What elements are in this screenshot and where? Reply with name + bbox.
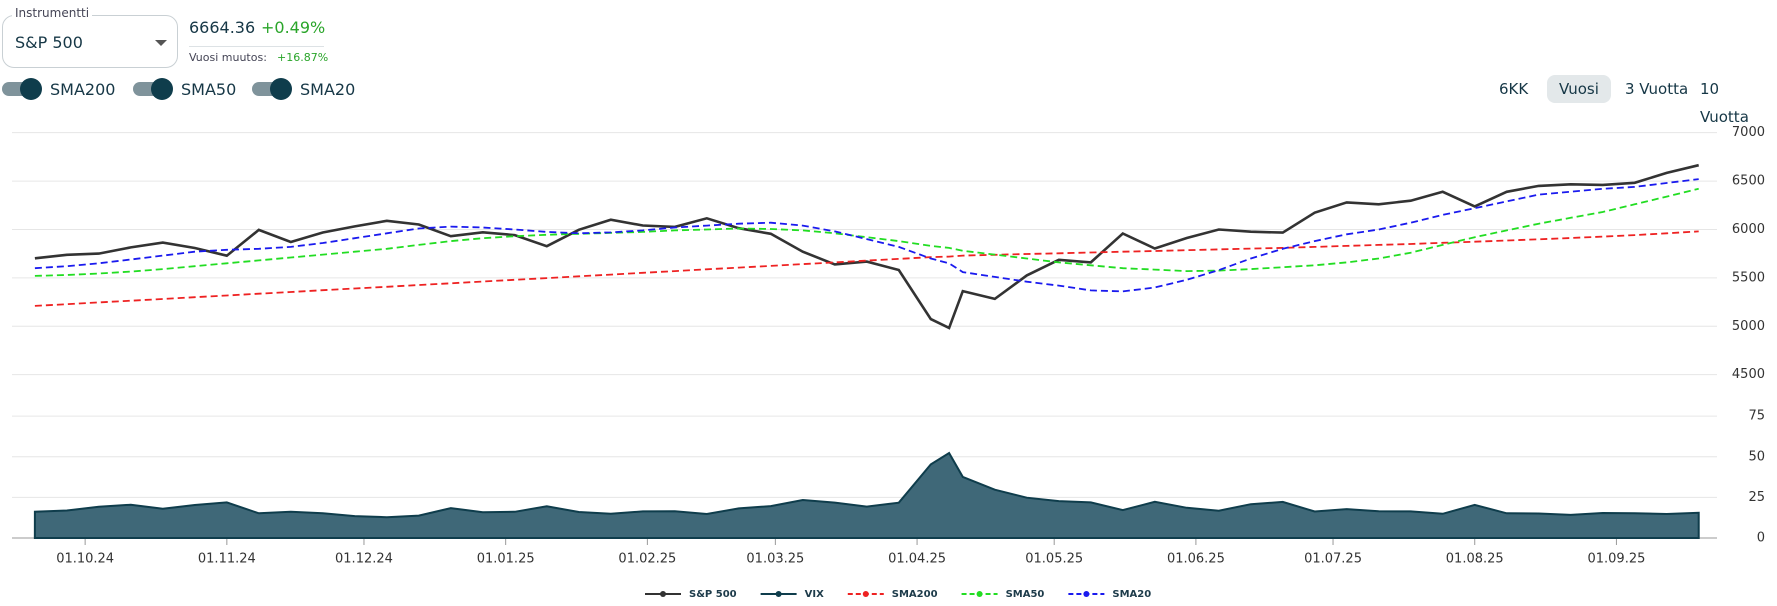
switch[interactable] [133,78,173,100]
y-tick-label: 6500 [1732,174,1765,189]
legend-marker [775,591,782,597]
switch[interactable] [252,78,292,100]
legend-label: SMA50 [1006,589,1045,600]
x-tick-label: 01.11.24 [198,552,256,567]
line [34,163,1700,330]
x-tick-label: 01.12.24 [335,552,393,567]
legend-label: SMA20 [1112,589,1151,600]
toggle[interactable]: SMA50 [133,78,236,100]
divider [189,46,324,47]
dropdown-caret[interactable] [155,40,167,46]
toggle-label: SMA50 [181,79,237,99]
knob [20,78,42,100]
x-tick-label: 01.03.25 [746,552,804,567]
y-tick-label: 5000 [1732,319,1765,334]
y-tick-label: 25 [1748,490,1765,505]
range-button[interactable]: 10 Vuotta [1700,80,1749,126]
legend-marker [660,591,666,597]
x-tick-label: 01.06.25 [1167,552,1225,567]
y-tick-label: 75 [1748,409,1765,424]
legend-label: SMA200 [892,589,938,600]
dropdown-value[interactable]: S&P 500 [15,33,83,52]
price: 6664.36 [189,18,256,37]
x-tick-label: 01.04.25 [888,552,946,567]
x-tick-label: 01.08.25 [1446,552,1504,567]
line [34,230,1699,307]
range-button[interactable]: 6KK [1499,80,1529,98]
switch[interactable] [2,78,42,100]
legend-label: VIX [805,589,824,600]
toggle[interactable]: SMA20 [252,78,355,100]
year-change: +16.87% [277,51,329,64]
toggle[interactable]: SMA200 [2,78,115,100]
range-button[interactable]: 3 Vuotta [1625,80,1689,98]
dropdown-label: Instrumentti [12,6,93,20]
change: +0.49% [261,18,326,37]
range-button[interactable]: Vuosi [1547,75,1611,103]
legend-label: S&P 500 [689,589,737,600]
knob [151,78,173,100]
y-tick-label: 7000 [1732,125,1765,140]
knob [270,78,292,100]
area [33,451,1700,539]
y-tick-label: 50 [1748,449,1765,464]
x-tick-label: 01.09.25 [1587,552,1645,567]
x-tick-label: 01.01.25 [477,552,535,567]
toggle-label: SMA20 [300,79,356,99]
legend-marker [1083,591,1090,597]
x-tick-label: 01.10.24 [56,552,114,567]
legend-marker [976,591,983,597]
toggle-label: SMA200 [50,79,116,99]
legend-marker [862,591,869,597]
y-tick-label: 5500 [1732,270,1765,285]
year-change-label: Vuosi muutos: [189,51,267,64]
x-tick-label: 01.07.25 [1304,552,1362,567]
x-tick-label: 01.02.25 [618,552,676,567]
y-tick-label: 6000 [1732,222,1765,237]
y-tick-label: 4500 [1732,367,1765,382]
line [34,187,1699,277]
y-tick-label: 0 [1757,531,1765,546]
line [34,178,1699,293]
x-tick-label: 01.05.25 [1025,552,1083,567]
